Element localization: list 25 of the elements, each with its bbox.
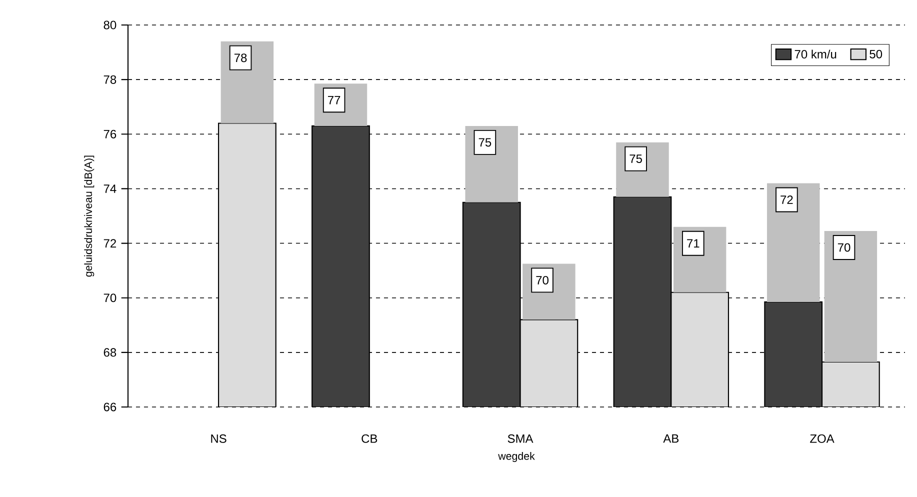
annotation: 72 [780, 196, 793, 204]
annotation: 71 [687, 239, 700, 248]
y-tick-label: 74 [104, 184, 116, 193]
x-tick-label: NS [211, 434, 226, 443]
annotation: 77 [328, 96, 340, 104]
annotation: 70 [838, 243, 850, 252]
legend-label: 70 km/u [794, 50, 836, 59]
x-tick-label: SMA [508, 434, 534, 443]
annotation: 75 [478, 138, 492, 147]
legend-label: 50 [870, 50, 882, 58]
x-axis-title: wegdek [498, 452, 535, 462]
y-tick-label: 72 [104, 239, 116, 248]
y-tick-label: 70 [104, 294, 116, 302]
annotation: 70 [536, 276, 548, 284]
y-tick-label: 68 [104, 348, 116, 357]
y-tick-label: 66 [104, 402, 116, 412]
y-axis-title: geluidsdrukniveau [dB(A)] [84, 156, 94, 277]
x-tick-label: AB [663, 434, 679, 443]
annotation: 78 [234, 54, 247, 62]
x-tick-label: CB [362, 434, 378, 443]
y-tick-label: 78 [104, 75, 116, 84]
y-tick-label: 76 [104, 130, 116, 138]
y-tick-label: 80 [104, 20, 116, 30]
annotation: 75 [630, 154, 642, 163]
x-tick-label: ZOA [810, 434, 834, 443]
